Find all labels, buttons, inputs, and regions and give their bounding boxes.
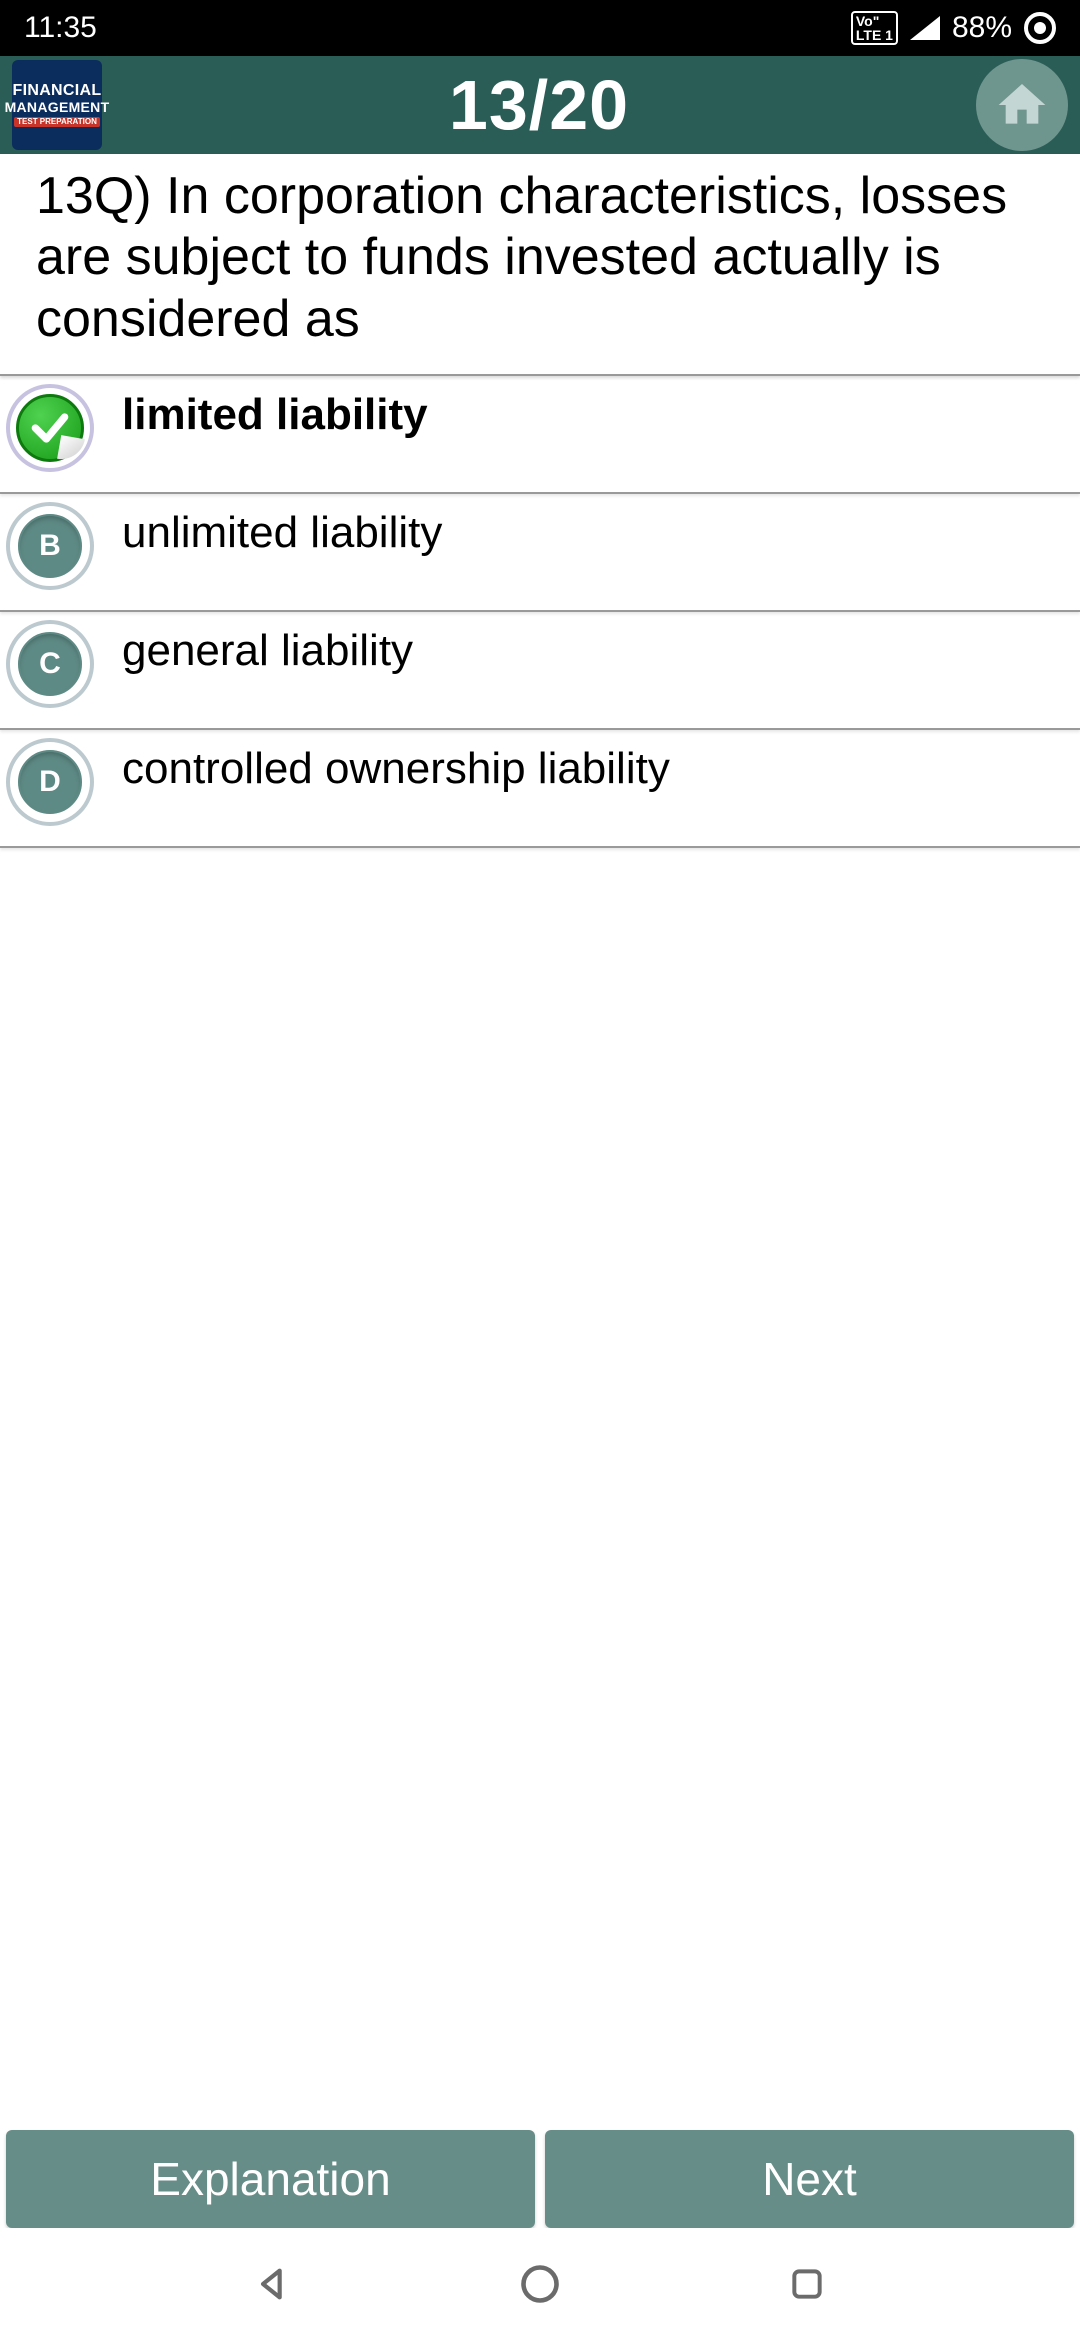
app-logo[interactable]: FINANCIAL MANAGEMENT TEST PREPARATION	[12, 60, 102, 150]
status-icons: Vo"LTE 1 88%	[851, 11, 1056, 45]
logo-line-1: FINANCIAL	[13, 83, 102, 100]
question-text: 13Q) In corporation characteristics, los…	[0, 154, 1080, 376]
question-progress: 13/20	[102, 65, 976, 145]
home-button[interactable]	[976, 59, 1068, 151]
answer-text-a: limited liability	[122, 384, 428, 440]
explanation-button[interactable]: Explanation	[6, 2130, 535, 2228]
correct-check-icon	[6, 384, 94, 472]
answer-text-c: general liability	[122, 620, 413, 676]
status-bar: 11:35 Vo"LTE 1 88%	[0, 0, 1080, 56]
option-letter-b: B	[6, 502, 94, 590]
answer-text-b: unlimited liability	[122, 502, 442, 558]
square-icon	[788, 2265, 826, 2303]
circle-icon	[518, 2262, 562, 2306]
volte-icon: Vo"LTE 1	[851, 11, 898, 45]
bottom-button-bar: Explanation Next	[0, 2130, 1080, 2228]
answer-list: limited liability B unlimited liability …	[0, 376, 1080, 848]
system-nav-bar	[0, 2228, 1080, 2340]
app-header: FINANCIAL MANAGEMENT TEST PREPARATION 13…	[0, 56, 1080, 154]
logo-line-3: TEST PREPARATION	[14, 117, 100, 127]
status-time: 11:35	[24, 11, 851, 45]
answer-option-d[interactable]: D controlled ownership liability	[0, 730, 1080, 848]
home-icon	[994, 77, 1050, 133]
signal-icon	[910, 16, 940, 40]
back-triangle-icon	[253, 2264, 293, 2304]
answer-option-b[interactable]: B unlimited liability	[0, 494, 1080, 612]
nav-back-button[interactable]	[243, 2254, 303, 2314]
option-letter-d: D	[6, 738, 94, 826]
nav-home-button[interactable]	[510, 2254, 570, 2314]
option-letter-c: C	[6, 620, 94, 708]
nav-recent-button[interactable]	[777, 2254, 837, 2314]
answer-option-a[interactable]: limited liability	[0, 376, 1080, 494]
target-icon	[1024, 12, 1056, 44]
answer-option-c[interactable]: C general liability	[0, 612, 1080, 730]
answer-text-d: controlled ownership liability	[122, 738, 670, 794]
next-button[interactable]: Next	[545, 2130, 1074, 2228]
logo-line-2: MANAGEMENT	[5, 100, 110, 115]
battery-percent: 88%	[952, 11, 1012, 45]
